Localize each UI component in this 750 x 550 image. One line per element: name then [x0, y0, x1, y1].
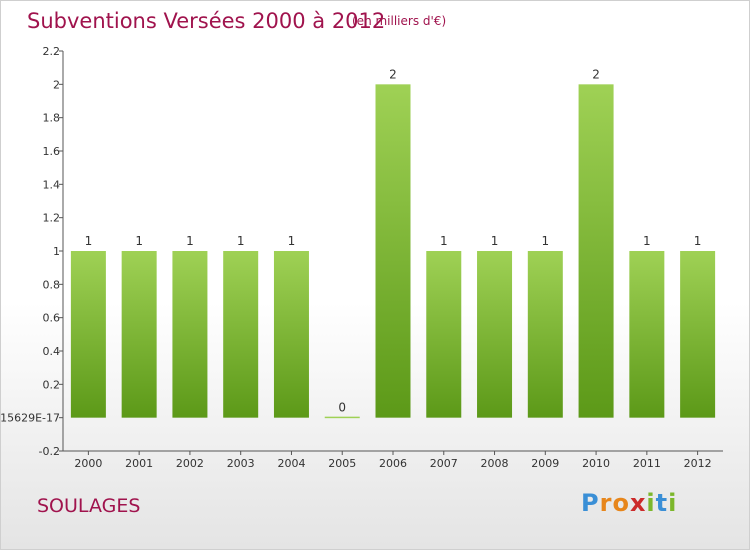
bar [273, 251, 309, 418]
y-tick-label: 0.2 [43, 378, 61, 391]
bar-value-label: 1 [135, 234, 143, 248]
bar-value-label: 1 [237, 234, 245, 248]
x-tick-label: 2007 [430, 457, 458, 470]
x-tick-label: 2003 [227, 457, 255, 470]
x-tick-label: 2006 [379, 457, 407, 470]
x-tick-label: 2011 [633, 457, 661, 470]
bar [324, 416, 360, 419]
y-tick-label: -0.2 [39, 445, 60, 458]
bar [172, 251, 208, 418]
bar-value-label: 0 [338, 401, 346, 415]
bar-value-label: 1 [186, 234, 194, 248]
y-tick-label: 1 [53, 245, 60, 258]
bar [70, 251, 106, 418]
chart-subtitle: (en milliers d'€) [352, 14, 447, 28]
bar [629, 251, 665, 418]
y-tick-label: 0.6 [43, 312, 61, 325]
y-tick-label: 0.4 [43, 345, 61, 358]
x-tick-label: 2004 [277, 457, 305, 470]
bar-value-label: 2 [389, 67, 397, 81]
bar-value-label: 1 [288, 234, 296, 248]
x-tick-label: 2001 [125, 457, 153, 470]
x-tick-label: 2002 [176, 457, 204, 470]
bar-value-label: 1 [694, 234, 702, 248]
bar [578, 84, 614, 418]
bar [477, 251, 513, 418]
bar [680, 251, 716, 418]
y-tick-label: 0.8 [43, 278, 61, 291]
x-tick-label: 2009 [531, 457, 559, 470]
x-tick-label: 2010 [582, 457, 610, 470]
bar [426, 251, 462, 418]
bar [527, 251, 563, 418]
bar-value-label: 1 [541, 234, 549, 248]
y-tick-label: 1.2 [43, 212, 61, 225]
bar-value-label: 1 [491, 234, 499, 248]
chart-title: Subventions Versées 2000 à 2012 [27, 9, 386, 33]
proxiti-logo[interactable]: Proxiti [581, 489, 678, 517]
y-tick-label: 1.6 [43, 145, 61, 158]
y-tick-label: 2.2 [43, 45, 61, 58]
bar [121, 251, 157, 418]
x-tick-label: 2005 [328, 457, 356, 470]
x-tick-label: 2000 [74, 457, 102, 470]
y-tick-label: 2 [53, 78, 60, 91]
y-tick-label: -15629E-17 [1, 412, 60, 425]
bar [375, 84, 411, 418]
y-tick-label: 1.4 [43, 178, 61, 191]
y-tick-label: 1.8 [43, 112, 61, 125]
x-tick-label: 2008 [481, 457, 509, 470]
bar-value-label: 2 [592, 67, 600, 81]
bar [223, 251, 259, 418]
x-tick-label: 2012 [684, 457, 712, 470]
bar-value-label: 1 [440, 234, 448, 248]
bar-value-label: 1 [643, 234, 651, 248]
place-name: SOULAGES [37, 495, 141, 517]
bar-value-label: 1 [85, 234, 93, 248]
